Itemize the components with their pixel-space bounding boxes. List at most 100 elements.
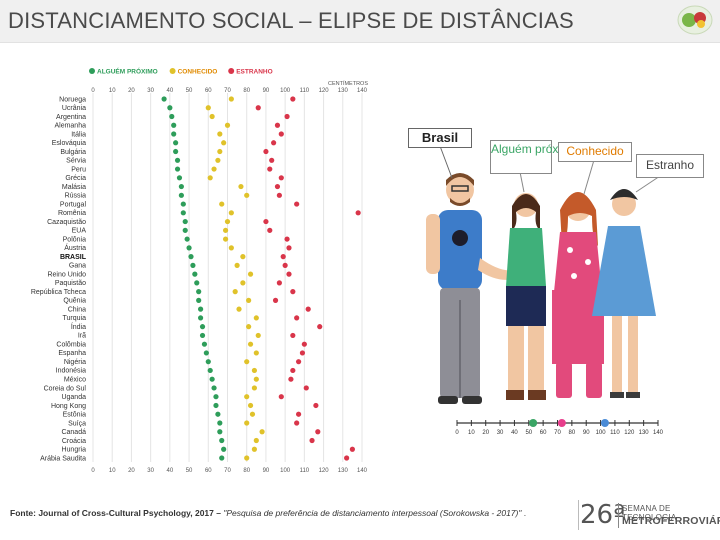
data-point-estranho bbox=[344, 455, 350, 461]
country-label: Rússia bbox=[65, 193, 87, 200]
data-point-estranho bbox=[278, 131, 284, 137]
data-point-estranho bbox=[284, 113, 290, 120]
country-label: Cazaquistão bbox=[47, 219, 86, 226]
data-point-proximo bbox=[211, 385, 217, 391]
ruler-tick-label: 70 bbox=[554, 430, 561, 436]
data-point-proximo bbox=[173, 140, 179, 146]
ruler-tick-label: 0 bbox=[455, 430, 459, 436]
event-name-line2: METROFERROVIÁRIA bbox=[622, 515, 720, 527]
data-point-proximo bbox=[182, 218, 188, 225]
distance-ruler: 0 10 20 30 40 50 60 70 80 90 100 110 120 130 140 bbox=[455, 419, 664, 436]
illustration: 0 10 20 30 40 50 60 70 80 90 100 110 120 130 140 bbox=[426, 145, 664, 436]
data-point-estranho bbox=[288, 376, 294, 382]
ruler-tick-label: 80 bbox=[569, 430, 576, 436]
data-point-estranho bbox=[315, 429, 321, 435]
ruler-tick-label: 120 bbox=[624, 430, 635, 436]
data-point-conhecido bbox=[240, 254, 246, 260]
ruler-tick-label: 60 bbox=[540, 430, 547, 436]
data-point-proximo bbox=[192, 271, 198, 277]
data-point-estranho bbox=[271, 140, 277, 146]
tick-label-bottom: 100 bbox=[280, 468, 291, 474]
ruler-tick-label: 90 bbox=[583, 430, 590, 436]
tick-label-top: 20 bbox=[128, 88, 135, 94]
data-point-conhecido bbox=[221, 140, 227, 146]
ruler-tick-label: 40 bbox=[511, 430, 518, 436]
data-point-conhecido bbox=[240, 280, 246, 286]
tick-label-bottom: 110 bbox=[300, 468, 310, 474]
data-point-conhecido bbox=[244, 359, 250, 365]
data-point-estranho bbox=[309, 437, 315, 444]
source-journal: Fonte: Journal of Cross-Cultural Psychol… bbox=[10, 508, 221, 518]
tick-label-bottom: 50 bbox=[186, 468, 193, 474]
data-point-conhecido bbox=[253, 315, 259, 321]
data-point-proximo bbox=[182, 227, 188, 233]
country-label: Nigéria bbox=[64, 359, 86, 366]
callout-acquaintance: Conhecido bbox=[558, 142, 632, 162]
data-point-estranho bbox=[295, 411, 302, 417]
tick-label-top: 50 bbox=[186, 88, 193, 94]
country-label: EUA bbox=[72, 228, 87, 235]
tick-label-top: 40 bbox=[167, 88, 174, 94]
data-point-proximo bbox=[171, 122, 177, 128]
data-point-proximo bbox=[188, 254, 194, 260]
data-point-conhecido bbox=[249, 411, 256, 417]
ruler-tick-label: 30 bbox=[497, 430, 504, 436]
person-stranger-illustration bbox=[592, 189, 656, 398]
country-label: Espanha bbox=[58, 350, 86, 357]
data-point-conhecido bbox=[244, 394, 250, 400]
callout-brasil: Brasil bbox=[408, 128, 472, 148]
country-label: Malásia bbox=[62, 184, 86, 191]
data-point-conhecido bbox=[207, 175, 213, 181]
data-point-estranho bbox=[274, 183, 281, 190]
data-point-conhecido bbox=[224, 218, 231, 225]
data-point-proximo bbox=[205, 359, 211, 365]
country-label: República Tcheca bbox=[31, 289, 86, 296]
country-label: Sérvia bbox=[66, 158, 86, 165]
ruler-marker-close bbox=[529, 419, 538, 427]
tick-label-bottom: 80 bbox=[243, 468, 250, 474]
data-point-conhecido bbox=[224, 122, 231, 128]
legend-marker-estranho bbox=[228, 68, 235, 74]
data-point-estranho bbox=[305, 306, 311, 312]
country-label: Noruega bbox=[59, 96, 86, 103]
country-label: Irã bbox=[78, 333, 86, 340]
data-point-estranho bbox=[313, 402, 319, 409]
ruler-tick-label: 50 bbox=[525, 430, 532, 436]
tick-label-bottom: 10 bbox=[109, 468, 116, 474]
data-point-estranho bbox=[286, 245, 292, 251]
country-label: Peru bbox=[71, 166, 86, 173]
country-label: México bbox=[64, 376, 86, 383]
country-label: Hong Kong bbox=[51, 403, 86, 410]
country-label: Estônia bbox=[63, 412, 86, 419]
data-point-proximo bbox=[215, 411, 221, 417]
data-point-proximo bbox=[196, 289, 202, 295]
data-point-proximo bbox=[199, 332, 206, 339]
data-point-conhecido bbox=[251, 385, 257, 391]
tick-label-bottom: 120 bbox=[319, 468, 330, 474]
data-point-proximo bbox=[213, 394, 219, 400]
data-point-proximo bbox=[198, 315, 204, 321]
tick-label-bottom: 20 bbox=[128, 468, 135, 474]
data-point-estranho bbox=[299, 350, 306, 356]
person-close-illustration bbox=[506, 193, 546, 400]
data-point-proximo bbox=[207, 367, 213, 374]
data-point-conhecido bbox=[219, 201, 225, 207]
data-point-conhecido bbox=[251, 446, 257, 452]
data-point-conhecido bbox=[232, 289, 238, 295]
callout-stranger: Estranho bbox=[636, 154, 704, 178]
source-study: "Pesquisa de preferência de distanciamen… bbox=[223, 508, 522, 518]
data-point-estranho bbox=[295, 359, 302, 365]
data-point-estranho bbox=[294, 420, 300, 426]
data-point-proximo bbox=[169, 113, 175, 120]
tick-label-top: 140 bbox=[357, 88, 368, 94]
data-point-estranho bbox=[317, 324, 323, 330]
country-label: Gana bbox=[69, 263, 86, 270]
country-label: Croácia bbox=[62, 438, 86, 445]
data-point-estranho bbox=[278, 394, 284, 400]
data-point-estranho bbox=[294, 315, 300, 321]
event-logo-icon bbox=[677, 5, 713, 35]
country-label: Quênia bbox=[63, 298, 86, 305]
data-point-proximo bbox=[221, 446, 227, 452]
country-label: Turquia bbox=[63, 315, 87, 322]
footer-divider bbox=[578, 500, 579, 530]
